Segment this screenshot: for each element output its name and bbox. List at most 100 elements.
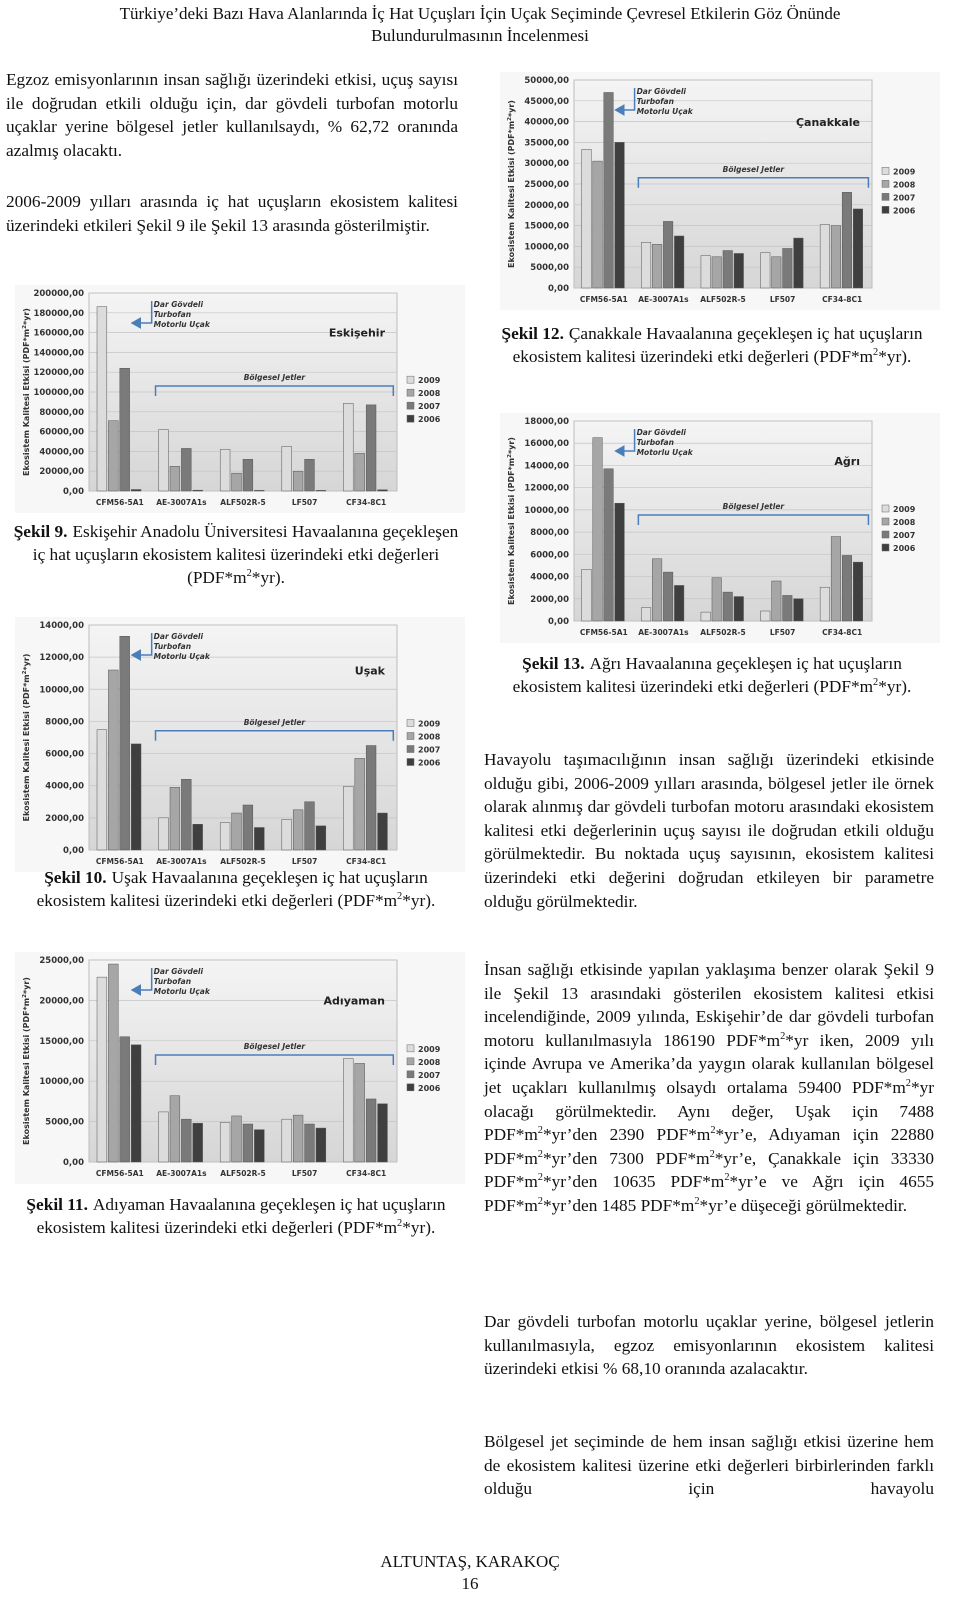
bar (96, 976, 108, 1163)
text-run: Uşak Havaalanına geçekleşen iç hat uçuşl… (36, 868, 428, 910)
bar (700, 611, 711, 622)
y-tick-label: 20000,00 (524, 201, 569, 211)
x-tick-label: AE-3007A1s (156, 857, 207, 866)
paragraph: Havayolu taşımacılığının insan sağlığı ü… (484, 748, 934, 913)
superscript: 2 (905, 1078, 911, 1090)
legend-swatch (881, 504, 890, 513)
bar (130, 1044, 142, 1163)
y-tick-label: 40000,00 (39, 447, 84, 457)
bar (315, 490, 327, 492)
text-run: *yr). (878, 677, 912, 696)
bar (711, 577, 722, 622)
bar (169, 466, 181, 492)
superscript: 2 (397, 891, 403, 903)
superscript: 2 (246, 568, 252, 580)
bar (169, 787, 181, 851)
y-tick-label: 2000,00 (530, 595, 569, 605)
bar (119, 1036, 130, 1163)
x-tick-label: AE-3007A1s (638, 295, 689, 304)
text-run: 2006-2009 yılları arasında iç hat uçuşla… (6, 192, 458, 235)
y-tick-label: 15000,00 (524, 222, 569, 232)
x-tick-label: CF34-8C1 (346, 498, 386, 507)
caption-label: Şekil 11. (26, 1195, 88, 1214)
y-tick-label: 5000,00 (530, 263, 569, 273)
superscript: 2 (724, 1172, 730, 1184)
bar (108, 669, 119, 851)
bar (158, 817, 169, 851)
bar (819, 586, 830, 622)
y-tick-label: 0,00 (63, 1158, 84, 1168)
text-run: *yr) (507, 100, 516, 117)
y-tick-label: 10000,00 (39, 1077, 84, 1087)
bar (830, 536, 841, 622)
bar (711, 256, 722, 289)
superscript: 2 (709, 1148, 715, 1160)
bar (365, 404, 377, 492)
legend-label: 2009 (418, 376, 441, 385)
legend-swatch (881, 543, 890, 552)
annotation: Bölgesel Jetler (723, 502, 786, 511)
bar (782, 595, 793, 622)
y-tick-label: 120000,00 (33, 368, 84, 378)
bar (130, 489, 142, 492)
bar (771, 580, 782, 622)
chart-title: Ağrı (834, 455, 860, 468)
superscript: 2 (22, 994, 28, 998)
caption-label: Şekil 12. (501, 324, 564, 343)
annotation-bracket (154, 1054, 395, 1065)
bar (581, 569, 592, 622)
legend-swatch (406, 1057, 415, 1066)
paragraph: Egzoz emisyonlarının insan sağlığı üzeri… (6, 68, 458, 162)
legend-label: 2006 (418, 1084, 441, 1093)
bar (760, 610, 771, 622)
x-tick-label: ALF502R-5 (220, 1169, 265, 1178)
text-run: Bölgesel jet seçiminde de hem insan sağl… (484, 1432, 934, 1499)
annotation: Bölgesel Jetler (244, 373, 307, 382)
y-tick-label: 10000,00 (39, 685, 84, 695)
legend-swatch (881, 206, 890, 214)
bar (377, 812, 388, 851)
bar (96, 729, 108, 851)
annotation: Turbofan (154, 310, 191, 319)
paragraph: Bölgesel jet seçiminde de hem insan sağl… (484, 1430, 934, 1501)
bar (281, 1118, 292, 1163)
bar (343, 786, 354, 851)
text-run: *yr) (507, 437, 516, 454)
legend-swatch (406, 732, 415, 740)
y-tick-label: 0,00 (548, 617, 569, 627)
page-number: 16 (461, 1574, 479, 1593)
bar (158, 1111, 169, 1163)
bar (722, 250, 733, 289)
legend-label: 2008 (418, 733, 441, 742)
chart: 0,00 20000,00 40000,00 60000,00 80000,00 1000… (15, 285, 465, 513)
figure-caption: Şekil 12. Çanakkale Havaalanına geçekleşe… (488, 322, 936, 368)
x-tick-label: LF507 (292, 498, 318, 507)
legend-label: 2006 (893, 206, 916, 215)
x-tick-label: CF34-8C1 (822, 295, 862, 304)
annotation: Motorlu Uçak (637, 448, 694, 457)
legend-label: 2009 (418, 1045, 441, 1054)
bar (663, 571, 674, 622)
y-tick-label: 18000,00 (524, 417, 569, 427)
bar (181, 779, 192, 851)
superscript: 2 (22, 670, 28, 674)
annotation-arrow (130, 633, 153, 661)
y-tick-label: 12000,00 (524, 484, 569, 494)
legend-label: 2008 (893, 180, 916, 189)
x-tick-label: CF34-8C1 (346, 1169, 386, 1178)
bar (841, 192, 852, 289)
legend-swatch (881, 193, 890, 201)
y-tick-label: 0,00 (548, 284, 569, 294)
text-run: *yr’den 7300 PDF*m (542, 1148, 710, 1168)
legend-label: 2007 (893, 193, 915, 202)
bar (292, 1114, 304, 1163)
bar (343, 403, 354, 492)
text-run: *yr’e, Adıyaman için 22880 PDF*m (484, 1125, 934, 1168)
bar (292, 809, 304, 851)
y-tick-label: 6000,00 (45, 750, 84, 760)
bar (592, 437, 603, 622)
text-run: *yr’e, Çanakkale için 33330 PDF*m (484, 1148, 934, 1192)
bar (614, 142, 625, 289)
text-run: *yr’e düşeceği görülmektedir. (699, 1195, 908, 1215)
